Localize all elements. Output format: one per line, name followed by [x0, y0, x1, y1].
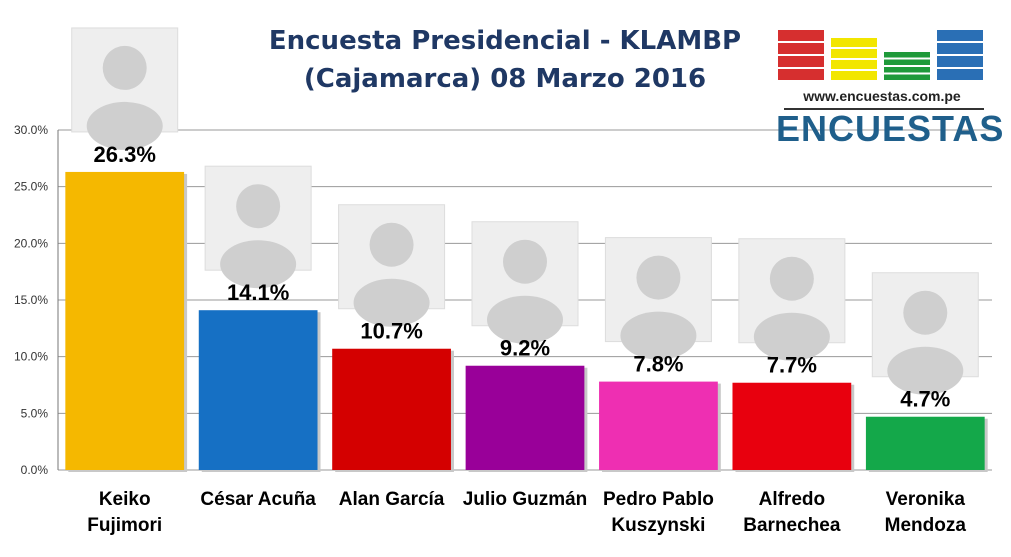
logo-bar — [831, 49, 877, 58]
logo-bar — [884, 52, 930, 58]
category-label: Mendoza — [885, 515, 967, 536]
portrait-shoulders-icon — [753, 312, 830, 361]
y-tick-label: 20.0% — [14, 236, 48, 250]
y-tick-label: 5.0% — [21, 406, 49, 420]
bar — [332, 348, 451, 470]
portrait-icon — [369, 222, 414, 267]
bar — [732, 382, 852, 470]
y-tick-label: 30.0% — [14, 123, 48, 137]
bar — [599, 381, 718, 470]
portrait-shoulders-icon — [353, 278, 430, 327]
y-tick-label: 15.0% — [14, 293, 48, 307]
logo-bar — [937, 30, 983, 41]
logo-bar — [778, 30, 824, 41]
portrait-icon — [636, 255, 681, 300]
category-label: Barnechea — [743, 515, 841, 536]
logo-bar — [778, 56, 824, 67]
data-label: 7.8% — [633, 352, 683, 377]
logo-bar — [884, 74, 930, 80]
data-label: 9.2% — [500, 336, 550, 361]
portrait-icon — [236, 184, 281, 229]
portrait-shoulders-icon — [220, 240, 297, 289]
encuestas-logo: www.encuestas.com.pe ENCUESTAS — [776, 28, 1005, 149]
title-line-2: (Cajamarca) 08 Marzo 2016 — [303, 64, 707, 94]
title-line-1: Encuesta Presidencial - KLAMBP — [268, 26, 742, 56]
logo-divider — [784, 108, 984, 110]
portrait-icon — [102, 45, 147, 90]
bar — [865, 416, 985, 470]
logo-bar — [778, 69, 824, 80]
portrait-icon — [503, 239, 547, 284]
y-tick-label: 0.0% — [21, 463, 49, 477]
chart-title: Encuesta Presidencial - KLAMBP (Cajamarc… — [240, 22, 770, 98]
logo-bar — [937, 69, 983, 80]
logo-bars-icon — [778, 30, 983, 80]
portrait-icon — [903, 290, 948, 335]
data-label: 4.7% — [900, 387, 950, 412]
portrait-shoulders-icon — [620, 311, 697, 360]
data-label: 7.7% — [767, 353, 817, 378]
y-tick-label: 10.0% — [14, 350, 48, 364]
logo-bar — [831, 60, 877, 69]
category-label: Alfredo — [759, 489, 826, 510]
portrait-icon — [769, 256, 814, 301]
category-label: Fujimori — [87, 515, 162, 536]
logo-bar — [884, 59, 930, 65]
bar — [65, 171, 185, 470]
logo-bar — [778, 43, 824, 54]
bar — [465, 365, 585, 470]
logo-wordmark: ENCUESTAS — [776, 108, 1005, 149]
category-label: Veronika — [886, 489, 966, 510]
category-label: Alan García — [339, 489, 445, 510]
logo-bar — [937, 43, 983, 54]
data-label: 26.3% — [94, 142, 156, 167]
logo-bar — [831, 71, 877, 80]
portrait-shoulders-icon — [86, 101, 163, 150]
category-label: César Acuña — [200, 489, 316, 510]
category-label: Julio Guzmán — [463, 489, 588, 510]
data-label: 14.1% — [227, 280, 289, 305]
logo-bar — [831, 38, 877, 47]
category-label: Pedro Pablo — [603, 489, 714, 510]
data-label: 10.7% — [360, 319, 422, 344]
category-label: Kuszynski — [611, 515, 705, 536]
bar — [198, 310, 318, 470]
y-tick-label: 25.0% — [14, 180, 48, 194]
logo-url: www.encuestas.com.pe — [803, 88, 961, 104]
logo-bar — [937, 56, 983, 67]
portrait-shoulders-icon — [487, 295, 563, 344]
category-label: Keiko — [99, 489, 151, 510]
logo-bar — [884, 67, 930, 73]
portrait-shoulders-icon — [887, 346, 964, 395]
